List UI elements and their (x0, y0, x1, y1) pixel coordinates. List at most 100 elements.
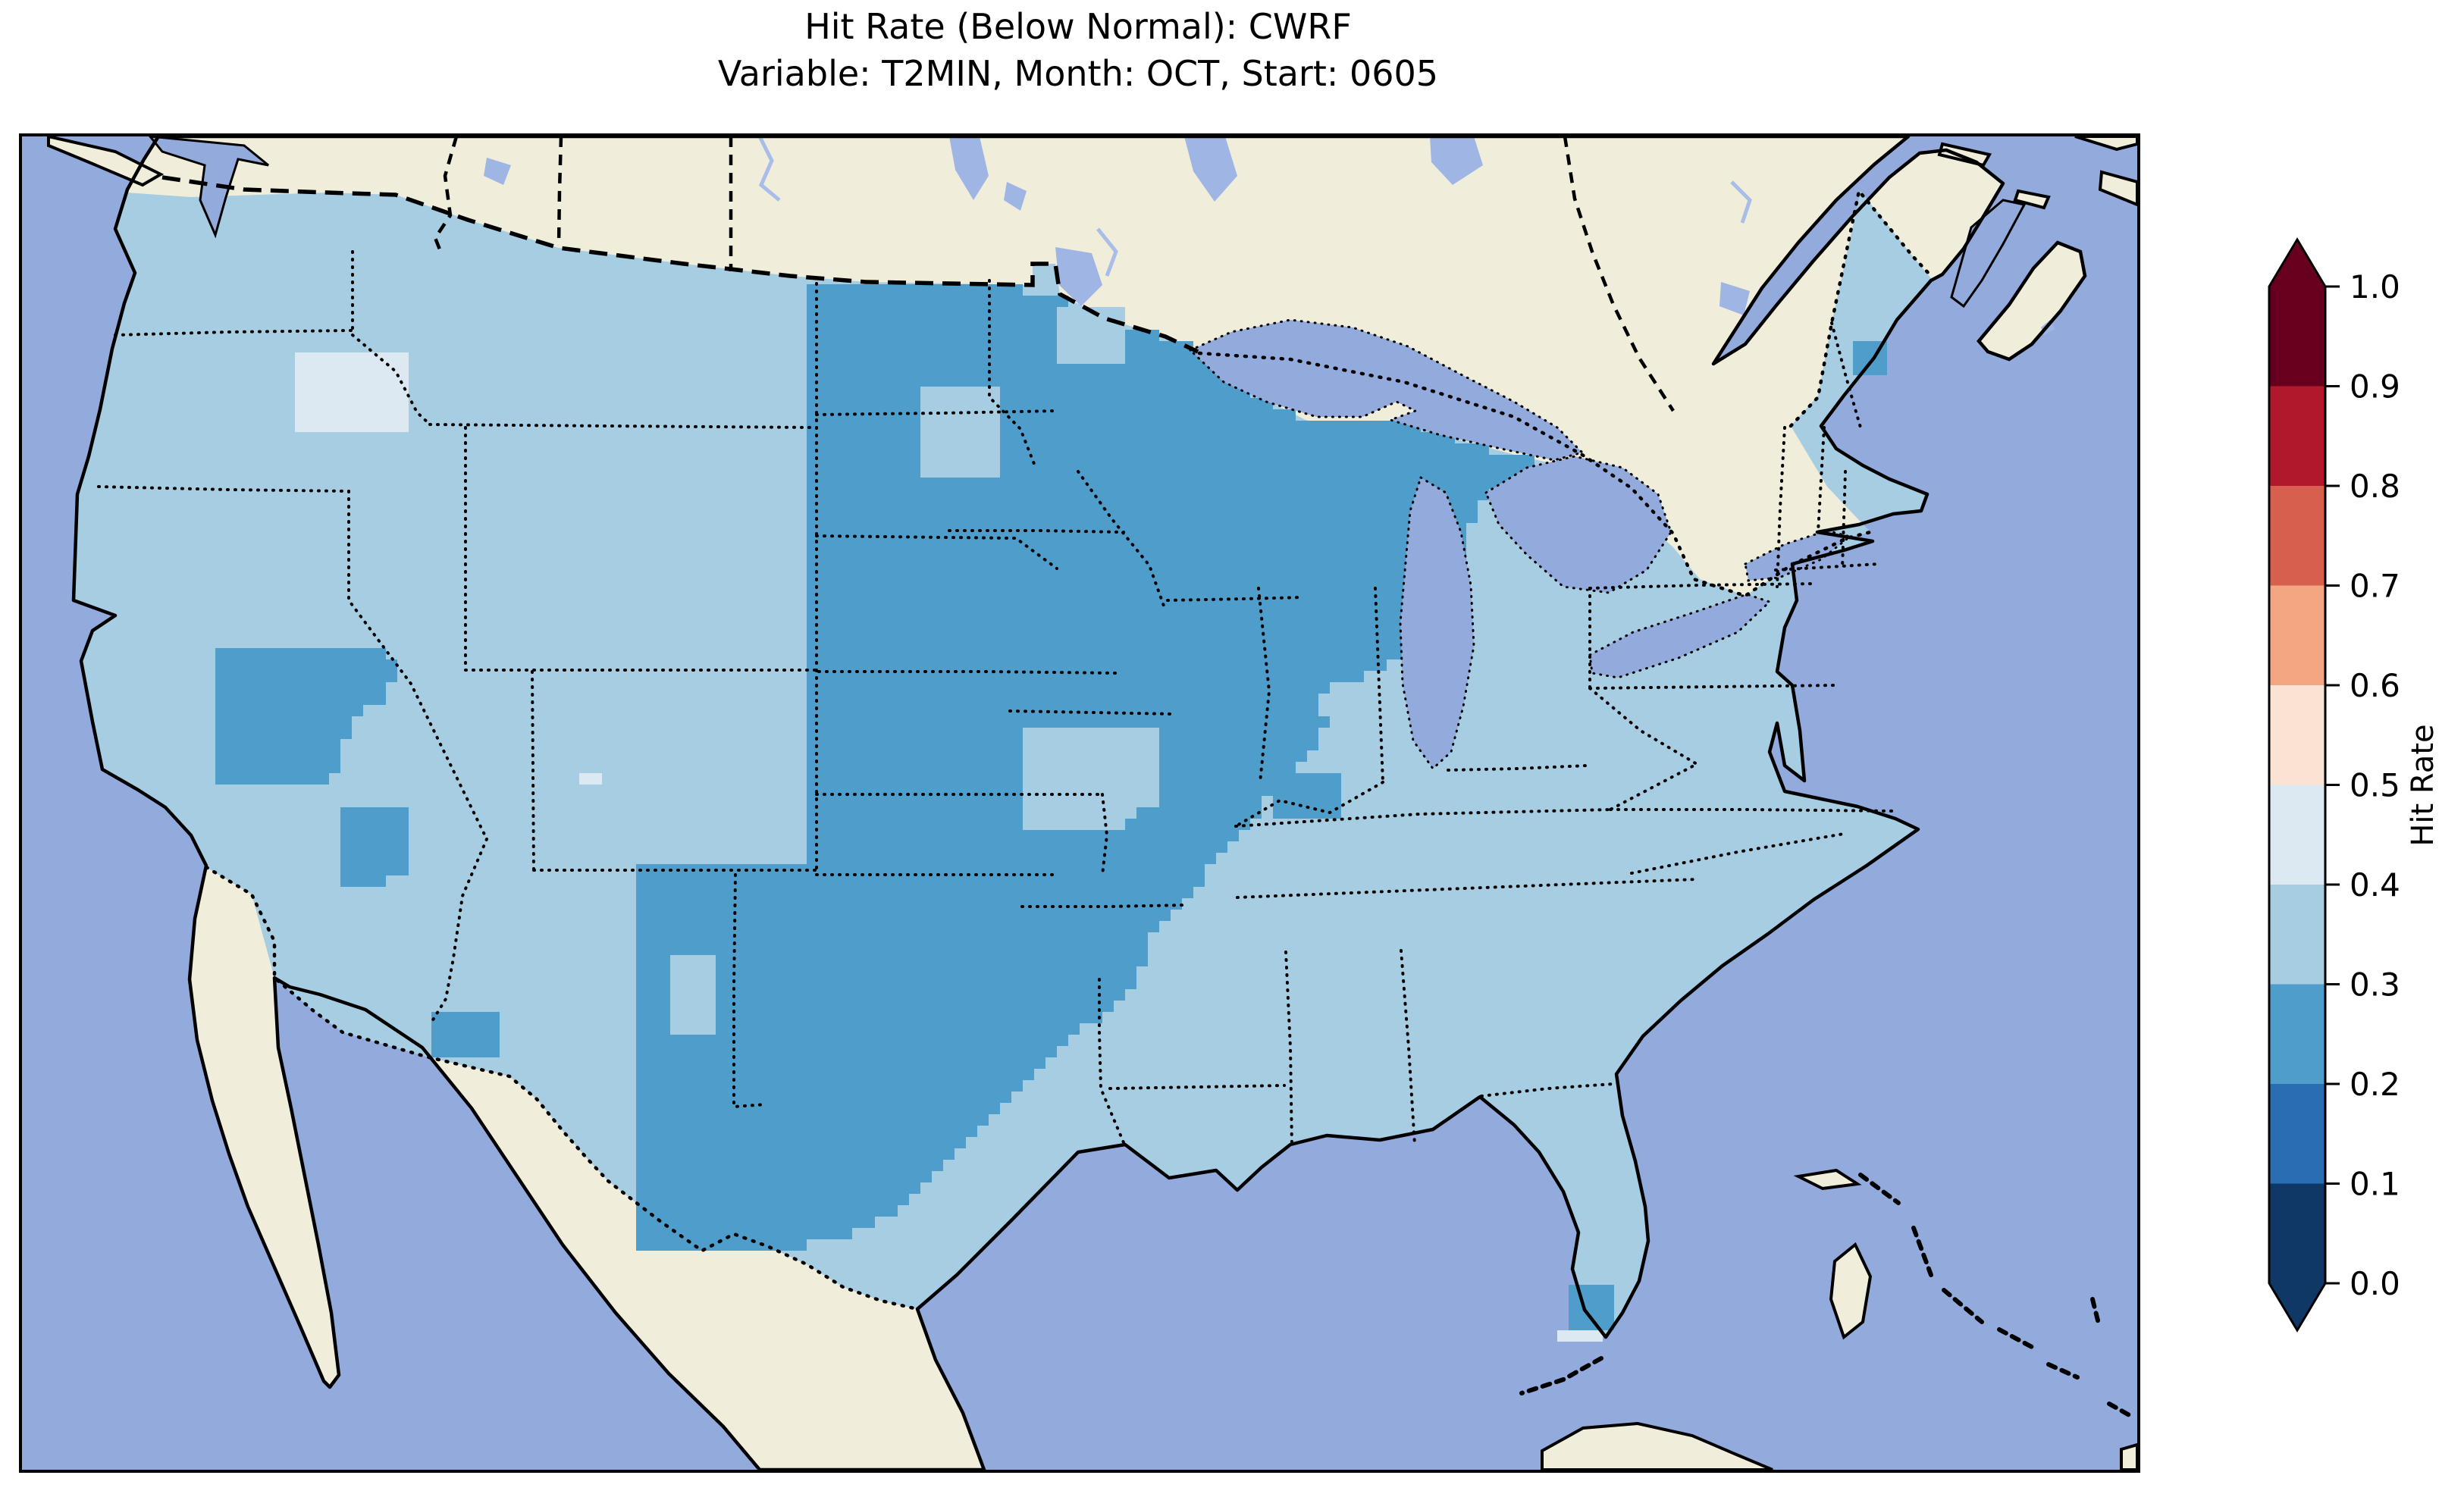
hit-rate-cell-02-03 (1102, 705, 1114, 716)
hit-rate-cell-02-03 (784, 1217, 795, 1228)
hit-rate-cell-02-03 (1171, 421, 1182, 432)
hit-rate-cell-02-03 (829, 1023, 841, 1035)
hit-rate-cell-02-03 (1000, 534, 1011, 546)
hit-rate-cell-02-03 (909, 671, 920, 682)
hit-rate-cell-02-03 (966, 375, 977, 387)
hit-rate-cell-02-03 (989, 614, 1000, 625)
hit-rate-cell-02-03 (1114, 375, 1125, 387)
hit-rate-cell-02-03 (977, 352, 989, 364)
hit-rate-cell-02-03 (1182, 875, 1193, 887)
hit-rate-cell-03-04 (1023, 728, 1034, 739)
colorbar-tick-label: 0.6 (2350, 667, 2400, 704)
hit-rate-cell-02-03 (1159, 694, 1171, 705)
hit-rate-cell-03-04 (704, 1023, 716, 1035)
hit-rate-cell-02-03 (1148, 671, 1159, 682)
hit-rate-cell-02-03 (886, 739, 898, 750)
hit-rate-cell-03-04 (1057, 773, 1068, 785)
hit-rate-cell-02-03 (682, 932, 693, 944)
hit-rate-cell-02-03 (898, 1171, 909, 1182)
hit-rate-cell-02-03 (1057, 875, 1068, 887)
hit-rate-cell-02-03 (716, 1228, 727, 1239)
hit-rate-cell-02-03 (909, 955, 920, 966)
hit-rate-cell-02-03 (818, 1103, 829, 1114)
hit-rate-cell-02-03 (1102, 546, 1114, 557)
hit-rate-cell-02-03 (693, 1035, 704, 1046)
hit-rate-cell-02-03 (989, 932, 1000, 944)
hit-rate-cell-02-03 (818, 830, 829, 841)
hit-rate-cell-02-03 (318, 682, 329, 694)
hit-rate-cell-02-03 (977, 591, 989, 603)
hit-rate-cell-02-03 (943, 330, 955, 341)
hit-rate-cell-02-03 (1034, 637, 1045, 648)
hit-rate-cell-02-03 (852, 1217, 864, 1228)
hit-rate-cell-02-03 (1057, 1023, 1068, 1035)
hit-rate-cell-02-03 (261, 705, 272, 716)
hit-rate-cell-02-03 (886, 1046, 898, 1057)
hit-rate-cell-03-04 (932, 409, 943, 421)
hit-rate-cell-02-03 (727, 898, 738, 910)
hit-rate-cell-02-03 (1011, 568, 1023, 580)
hit-rate-cell-02-03 (238, 705, 249, 716)
hit-rate-cell-02-03 (841, 432, 852, 443)
hit-rate-cell-02-03 (1136, 580, 1148, 591)
hit-rate-cell-02-03 (784, 921, 795, 932)
hit-rate-cell-02-03 (1318, 466, 1330, 478)
hit-rate-cell-02-03 (1171, 512, 1182, 523)
figure-title-line2: Variable: T2MIN, Month: OCT, Start: 0605 (717, 53, 1439, 94)
hit-rate-cell-02-03 (1148, 341, 1159, 352)
hit-rate-cell-02-03 (1239, 705, 1250, 716)
hit-rate-cell-02-03 (1102, 921, 1114, 932)
hit-rate-cell-02-03 (1102, 489, 1114, 500)
hit-rate-cell-02-03 (1045, 614, 1057, 625)
hit-rate-cell-02-03 (647, 1012, 659, 1023)
hit-rate-cell-02-03 (909, 512, 920, 523)
hit-rate-cell-02-03 (1273, 739, 1284, 750)
hit-rate-cell-02-03 (943, 568, 955, 580)
hit-rate-cell-02-03 (1023, 546, 1034, 557)
hit-rate-cell-02-03 (1034, 853, 1045, 864)
hit-rate-cell-02-03 (841, 568, 852, 580)
hit-rate-cell-02-03 (1011, 443, 1023, 455)
state-border (1841, 470, 1847, 570)
hit-rate-cell-02-03 (1045, 512, 1057, 523)
hit-rate-cell-02-03 (1068, 659, 1080, 671)
hit-rate-cell-02-03 (1148, 853, 1159, 864)
hit-rate-cell-02-03 (898, 978, 909, 989)
hit-rate-cell-02-03 (1239, 409, 1250, 421)
hit-rate-cell-02-03 (716, 1046, 727, 1057)
hit-rate-cell-02-03 (886, 989, 898, 1001)
hit-rate-cell-02-03 (852, 603, 864, 614)
hit-rate-cell-02-03 (932, 637, 943, 648)
hit-rate-cell-02-03 (989, 1057, 1000, 1069)
hit-rate-cell-02-03 (1159, 478, 1171, 489)
hit-rate-cell-04-05 (329, 398, 340, 409)
hit-rate-cell-02-03 (670, 1126, 682, 1137)
hit-rate-cell-02-03 (1011, 500, 1023, 512)
hit-rate-cell-02-03 (1239, 512, 1250, 523)
hit-rate-cell-02-03 (875, 1092, 886, 1103)
hit-rate-cell-02-03 (238, 773, 249, 785)
hit-rate-cell-02-03 (852, 921, 864, 932)
hit-rate-cell-02-03 (920, 978, 932, 989)
hit-rate-cell-02-03 (1068, 978, 1080, 989)
hit-rate-cell-02-03 (1205, 659, 1216, 671)
hit-rate-cell-02-03 (636, 1160, 647, 1171)
hit-rate-cell-02-03 (784, 898, 795, 910)
hit-rate-cell-02-03 (1239, 421, 1250, 432)
hit-rate-cell-02-03 (1125, 682, 1136, 694)
hit-rate-cell-02-03 (864, 614, 875, 625)
hit-rate-cell-02-03 (1125, 659, 1136, 671)
colorbar-segment (2269, 885, 2325, 985)
hit-rate-cell-02-03 (886, 1069, 898, 1080)
hit-rate-cell-02-03 (1125, 887, 1136, 898)
hit-rate-cell-02-03 (215, 659, 227, 671)
hit-rate-cell-02-03 (773, 955, 784, 966)
hit-rate-cell-02-03 (977, 682, 989, 694)
hit-rate-cell-02-03 (818, 762, 829, 773)
hit-rate-cell-04-05 (329, 387, 340, 398)
hit-rate-cell-02-03 (1023, 875, 1034, 887)
hit-rate-cell-02-03 (943, 1023, 955, 1035)
hit-rate-cell-02-03 (1250, 512, 1262, 523)
colorbar-segment (2269, 785, 2325, 885)
hit-rate-cell-02-03 (773, 1103, 784, 1114)
